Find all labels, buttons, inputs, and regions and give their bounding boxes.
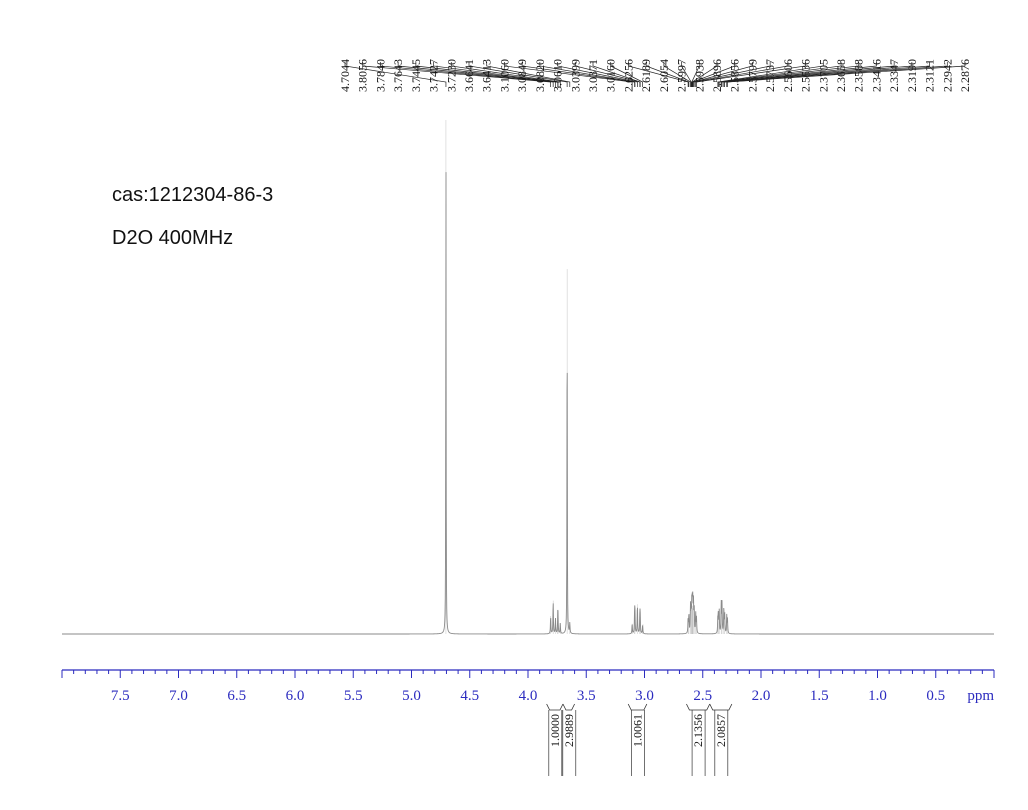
peak-leader-0 — [344, 62, 447, 87]
peak-leader-23 — [693, 62, 753, 87]
tick-label-9: 3.0 — [635, 688, 654, 704]
peak-leader-1 — [362, 62, 552, 87]
peak-leader-20 — [691, 62, 700, 87]
tick-label-7: 4.0 — [519, 688, 538, 704]
tick-label-11: 2.0 — [752, 688, 771, 704]
peak-label-group: 4.7044 3.8056 3.7840 3.7643 3.7445 3.7427 3.72… — [338, 59, 972, 92]
tick-label-1: 7.0 — [169, 688, 188, 704]
peak-leader-5 — [433, 62, 559, 87]
integral-value-3: 2.1356 — [691, 714, 705, 747]
peak-label-10: 3.0849 — [515, 59, 529, 92]
peak-label-3: 3.7643 — [391, 59, 405, 92]
peak-leader-28 — [718, 62, 842, 87]
x-axis-label: ppm — [967, 688, 994, 704]
peak-leader-12 — [557, 62, 638, 87]
integral-bracket-0 — [546, 703, 564, 711]
peak-leader-2 — [380, 62, 554, 87]
peak-leader-7 — [468, 62, 568, 87]
integral-value-4: 2.0857 — [714, 714, 728, 747]
peak-leader-32 — [723, 62, 913, 87]
peak-leader-34 — [726, 62, 948, 87]
peak-label-19: 2.5997 — [675, 59, 689, 92]
integral-bracket-3 — [686, 703, 711, 711]
peak-leader-15 — [610, 62, 643, 87]
peak-label-8: 3.6413 — [480, 59, 494, 92]
peak-label-15: 3.0160 — [604, 59, 618, 92]
peak-leader-9 — [504, 62, 633, 87]
peak-label-28: 2.3658 — [834, 59, 848, 92]
peak-leader-14 — [592, 62, 641, 87]
integral-bracket-4 — [709, 703, 733, 711]
peak-label-7: 3.6641 — [462, 59, 476, 92]
tick-label-12: 1.5 — [810, 688, 829, 704]
spectrum-line — [62, 172, 994, 635]
peak-leader-21 — [691, 62, 718, 87]
peak-label-0: 4.7044 — [338, 59, 352, 92]
peak-leader-16 — [628, 62, 689, 87]
peak-leader-11 — [539, 62, 636, 87]
integral-group: 1.0000 2.9889 1.0061 2.1356 2.0857 — [546, 703, 733, 776]
tick-label-10: 2.5 — [693, 688, 712, 704]
sample-cas-label: cas:1212304-86-3 — [112, 184, 274, 206]
peak-leader-6 — [450, 62, 561, 87]
solvent-frequency-label: D2O 400MHz — [112, 227, 234, 249]
peak-leader-27 — [717, 62, 824, 87]
peak-label-25: 2.5606 — [781, 59, 795, 92]
peak-leader-33 — [724, 62, 930, 87]
peak-leader-22 — [692, 62, 736, 87]
spectrum-group — [62, 120, 994, 635]
ppm-axis: 7.5 7.0 6.5 6.0 5.5 5.0 4.5 4.0 3.5 3.0 2.5 2.0 1.5 1… — [61, 669, 995, 704]
peak-leader-8 — [486, 62, 571, 87]
peak-leader-29 — [718, 62, 860, 87]
peak-label-1: 3.8056 — [356, 59, 370, 92]
integral-value-1: 2.9889 — [562, 714, 576, 747]
peak-label-18: 2.6054 — [657, 59, 671, 92]
peak-label-6: 3.7230 — [444, 59, 458, 92]
tick-label-8: 3.5 — [577, 688, 596, 704]
peak-label-11: 3.0820 — [533, 59, 547, 92]
tick-label-4: 5.5 — [344, 688, 363, 704]
tick-label-3: 6.0 — [286, 688, 305, 704]
peak-leader-24 — [693, 62, 771, 87]
peak-leader-35 — [727, 62, 966, 87]
tick-label-2: 6.5 — [227, 688, 246, 704]
peak-leader-31 — [721, 62, 895, 87]
tick-label-13: 1.0 — [868, 688, 887, 704]
tick-label-5: 5.0 — [402, 688, 421, 704]
peak-leader-18 — [663, 62, 691, 87]
peak-leader-17 — [645, 62, 690, 87]
peak-label-35: 2.2876 — [958, 59, 972, 92]
peak-leader-19 — [681, 62, 692, 87]
peak-leader-30 — [720, 62, 877, 87]
peak-leader-25 — [695, 62, 789, 87]
peak-label-5: 3.7427 — [427, 59, 441, 92]
tick-label-0: 7.5 — [111, 688, 130, 704]
tick-label-6: 4.5 — [460, 688, 479, 704]
peak-label-13: 3.0399 — [568, 59, 582, 92]
peak-leader-26 — [696, 62, 806, 87]
integral-value-0: 1.0000 — [548, 714, 562, 747]
tick-label-14: 0.5 — [926, 688, 945, 704]
peak-label-4: 3.7445 — [409, 59, 423, 92]
integral-value-2: 1.0061 — [631, 714, 645, 747]
integral-bracket-1 — [562, 703, 575, 711]
integral-bracket-2 — [627, 703, 648, 711]
peak-label-12: 3.0610 — [551, 59, 565, 92]
peak-label-9: 3.1060 — [497, 59, 511, 92]
peak-leader-3 — [397, 62, 556, 87]
peak-label-2: 3.7840 — [373, 59, 387, 92]
